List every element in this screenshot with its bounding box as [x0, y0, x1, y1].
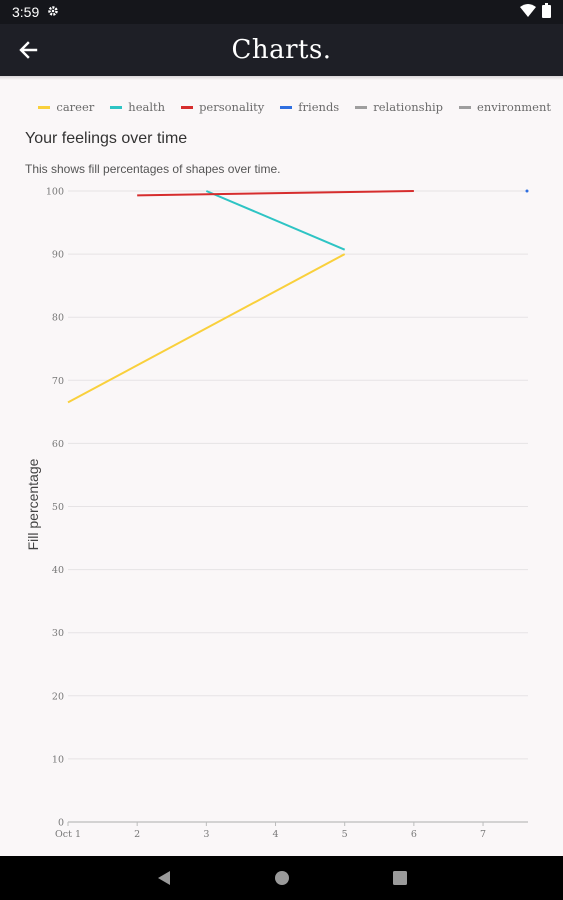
chart-title: Your feelings over time — [25, 130, 188, 147]
legend-label: personality — [199, 100, 265, 114]
legend-item-friends[interactable]: friends — [280, 100, 339, 114]
y-axis-label: Fill percentage — [25, 458, 41, 550]
status-icons — [520, 3, 551, 21]
series-line-health — [205, 190, 346, 251]
legend-item-environment[interactable]: environment — [459, 100, 551, 114]
y-tick-label: 50 — [52, 502, 64, 513]
series-line-personality — [137, 190, 414, 197]
battery-icon — [542, 3, 551, 21]
chart-subtitle: This shows fill percentages of shapes ov… — [25, 162, 281, 176]
x-tick-label: 6 — [411, 829, 417, 840]
legend-label: career — [56, 100, 95, 114]
legend-item-career[interactable]: career — [38, 100, 94, 114]
nav-back-button[interactable] — [153, 867, 175, 889]
legend-swatch — [181, 105, 194, 109]
x-tick-label: 4 — [272, 829, 278, 840]
settings-gear-icon — [47, 4, 59, 20]
back-triangle-icon — [157, 871, 170, 885]
legend-label: friends — [298, 100, 340, 114]
back-button[interactable] — [12, 34, 44, 66]
y-tick-label: 100 — [46, 187, 64, 198]
legend-item-personality[interactable]: personality — [181, 100, 264, 114]
home-circle-icon — [274, 871, 289, 885]
legend-swatch — [355, 105, 368, 109]
legend-label: relationship — [373, 100, 444, 114]
navigation-bar — [0, 856, 563, 900]
legend-swatch — [38, 105, 51, 109]
line-chart: 0 10 20 30 40 50 60 70 80 90 100 Oct 1 2 3 4 5 6 7 Fill pe… — [25, 187, 529, 840]
x-tick-label: 5 — [342, 829, 348, 840]
legend-swatch — [459, 105, 472, 109]
nav-recents-button[interactable] — [389, 867, 411, 889]
y-tick-label: 30 — [52, 628, 64, 639]
y-tick-label: 20 — [52, 691, 64, 702]
y-tick-label: 0 — [58, 818, 64, 829]
series-line-career — [67, 253, 346, 404]
status-bar: 3:59 — [0, 0, 563, 24]
x-tick-label: 2 — [134, 829, 140, 840]
app-bar-shadow — [0, 76, 563, 80]
legend-label: environment — [477, 100, 551, 114]
legend-item-relationship[interactable]: relationship — [355, 100, 443, 114]
series-point-friends — [525, 189, 529, 193]
legend-item-health[interactable]: health — [110, 100, 165, 114]
y-tick-label: 10 — [52, 754, 64, 765]
y-tick-label: 60 — [52, 439, 64, 450]
y-tick-label: 90 — [52, 250, 64, 261]
legend-label: health — [128, 100, 166, 114]
y-tick-label: 40 — [52, 565, 64, 576]
y-tick-label: 80 — [52, 313, 64, 324]
legend-swatch — [110, 105, 123, 109]
y-tick-label: 70 — [52, 376, 64, 387]
recents-square-icon — [392, 871, 407, 885]
app-bar: Charts. — [0, 24, 563, 76]
status-time: 3:59 — [12, 4, 40, 20]
nav-home-button[interactable] — [271, 867, 293, 889]
chart-legend: career health personality friends relationsh… — [38, 100, 551, 114]
arrow-back-icon — [19, 41, 38, 59]
x-tick-label: 3 — [203, 829, 209, 840]
page-title: Charts. — [231, 35, 332, 65]
wifi-icon — [520, 4, 536, 20]
x-tick-label: 7 — [480, 829, 486, 840]
legend-swatch — [280, 105, 293, 109]
x-tick-label: Oct 1 — [55, 829, 81, 840]
